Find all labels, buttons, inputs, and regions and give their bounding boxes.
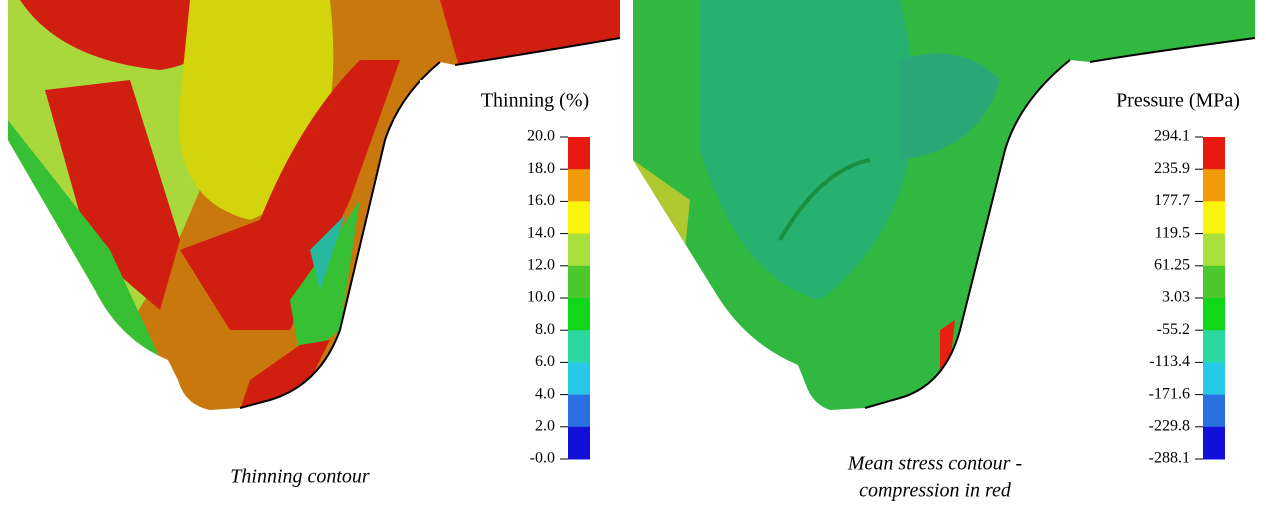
color-band	[568, 298, 590, 331]
tick-label: 10.0	[527, 289, 555, 306]
tick-label: 119.5	[1155, 224, 1190, 241]
color-band	[568, 362, 590, 396]
color-band	[568, 233, 590, 267]
color-band	[1203, 201, 1225, 235]
color-band	[568, 265, 590, 299]
color-band	[1203, 265, 1225, 299]
tick-label: 235.9	[1154, 160, 1190, 177]
tick-label: 6.0	[535, 353, 555, 370]
color-band	[1203, 362, 1225, 396]
tick-label: -171.6	[1149, 385, 1190, 402]
color-band	[568, 201, 590, 235]
color-band	[1203, 169, 1225, 202]
tick-label: 18.0	[527, 160, 555, 177]
tick-label: 294.1	[1154, 128, 1190, 145]
tick-label: 177.7	[1154, 192, 1190, 209]
caption: Mean stress contour -	[847, 453, 1022, 475]
color-band	[1203, 233, 1225, 267]
tick-label: 4.0	[535, 385, 555, 402]
color-band	[1203, 137, 1225, 170]
tick-label: 12.0	[527, 256, 555, 273]
color-band	[568, 394, 590, 428]
color-band	[1203, 394, 1225, 428]
color-band	[568, 426, 590, 460]
color-band	[1203, 330, 1225, 363]
tick-label: -288.1	[1149, 450, 1190, 467]
legend-title: Thinning (%)	[481, 90, 589, 112]
color-band	[1203, 298, 1225, 331]
tick-label: -113.4	[1149, 353, 1190, 370]
color-band	[568, 137, 590, 170]
tick-label: 8.0	[535, 321, 555, 338]
tick-label: 3.03	[1162, 289, 1190, 306]
tick-label: -0.0	[530, 450, 555, 467]
tick-label: 61.25	[1154, 256, 1190, 273]
color-band	[1203, 426, 1225, 460]
color-band	[568, 169, 590, 202]
tick-label: 20.0	[527, 128, 555, 145]
tick-label: -55.2	[1157, 321, 1190, 338]
tick-label: -229.8	[1149, 417, 1190, 434]
tick-label: 16.0	[527, 192, 555, 209]
tick-label: 2.0	[535, 417, 555, 434]
caption: compression in red	[859, 480, 1012, 502]
caption: Thinning contour	[230, 466, 370, 488]
tick-label: 14.0	[527, 224, 555, 241]
color-band	[568, 330, 590, 363]
legend-title: Pressure (MPa)	[1116, 90, 1240, 112]
